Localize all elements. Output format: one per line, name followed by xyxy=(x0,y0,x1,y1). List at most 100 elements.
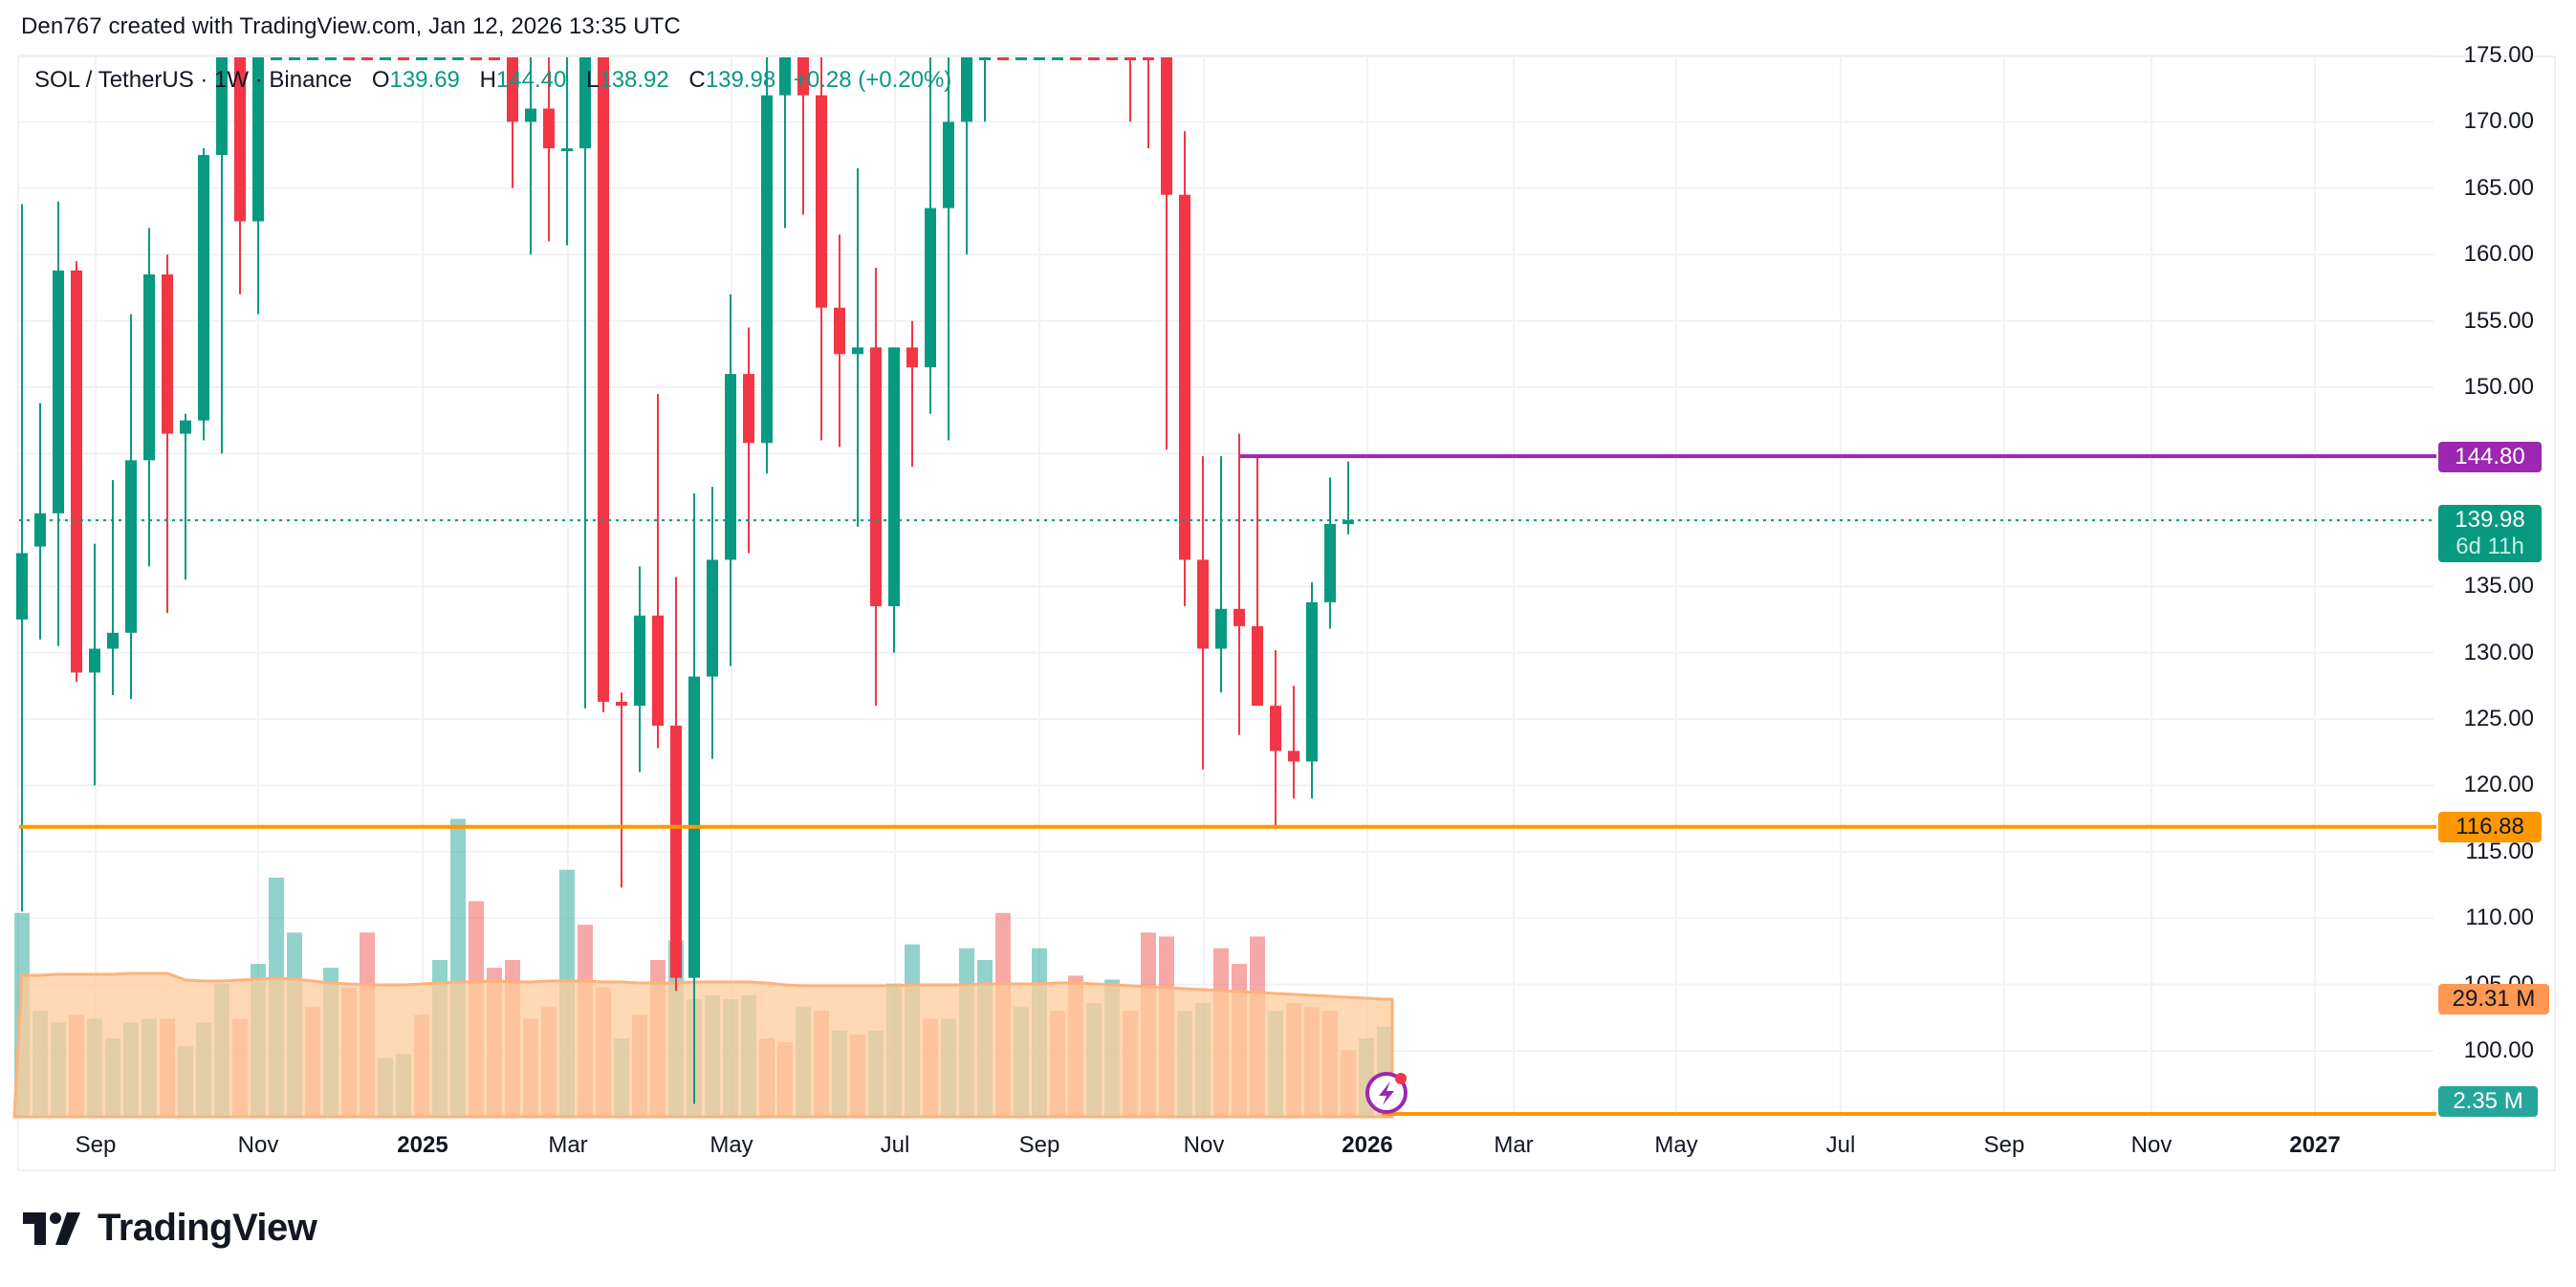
bar-countdown: 6d 11h xyxy=(2456,534,2524,559)
candle xyxy=(216,57,228,454)
candle xyxy=(543,57,555,242)
time-tick: Jul xyxy=(880,1132,910,1158)
time-tick: 2027 xyxy=(2289,1132,2341,1158)
candle xyxy=(180,413,191,580)
candle xyxy=(670,577,682,992)
price-tick: 155.00 xyxy=(2463,307,2534,334)
candle xyxy=(925,57,936,414)
candle xyxy=(71,261,82,683)
candle xyxy=(743,327,754,554)
price-tick: 100.00 xyxy=(2463,1037,2534,1063)
candle xyxy=(1161,57,1172,450)
candle xyxy=(1343,461,1354,534)
candle xyxy=(361,57,373,60)
candle xyxy=(1233,433,1245,735)
candle xyxy=(561,57,573,246)
candle xyxy=(234,57,246,294)
time-tick: Sep xyxy=(75,1132,117,1158)
candle xyxy=(398,57,409,60)
resistance-value: 144.80 xyxy=(2455,444,2525,469)
candle xyxy=(852,167,863,527)
candle xyxy=(307,57,318,60)
candle xyxy=(979,57,991,122)
candle xyxy=(1306,582,1318,799)
candle xyxy=(343,57,355,60)
time-tick: Mar xyxy=(548,1132,588,1158)
candle xyxy=(943,57,954,441)
change-value: +0.28 (+0.20%) xyxy=(793,67,952,93)
lightning-icon[interactable] xyxy=(1365,1072,1408,1114)
candle xyxy=(797,57,809,215)
candle xyxy=(289,57,300,60)
price-tick: 170.00 xyxy=(2463,108,2534,135)
candle xyxy=(1124,57,1136,122)
ohlc-legend: SOL / TetherUS · 1W · Binance O139.69 H1… xyxy=(34,67,951,94)
candle xyxy=(834,234,845,447)
candle xyxy=(598,57,609,713)
time-tick: Mar xyxy=(1494,1132,1534,1158)
candle xyxy=(125,314,137,700)
candle xyxy=(1088,57,1100,60)
candle xyxy=(1106,57,1118,60)
attribution-header: Den767 created with TradingView.com, Jan… xyxy=(21,13,681,39)
symbol-label[interactable]: SOL / TetherUS · 1W · Binance xyxy=(34,67,353,93)
candle xyxy=(89,543,100,786)
candle xyxy=(616,692,627,888)
candle xyxy=(1070,57,1081,60)
time-tick: May xyxy=(1654,1132,1698,1158)
candle xyxy=(707,487,718,759)
time-tick: Nov xyxy=(2130,1132,2172,1158)
candle xyxy=(725,294,736,666)
candle xyxy=(1034,57,1045,60)
candle xyxy=(1143,57,1154,149)
volume-ma-area xyxy=(12,971,1394,1119)
price-tick: 135.00 xyxy=(2463,573,2534,600)
candle xyxy=(143,228,155,567)
candlesticks xyxy=(16,57,1354,1104)
tradingview-logo-text: TradingView xyxy=(98,1207,317,1249)
candle xyxy=(489,57,500,60)
time-tick: Jul xyxy=(1825,1132,1856,1158)
candle xyxy=(634,566,645,773)
price-tick: 125.00 xyxy=(2463,706,2534,731)
candle xyxy=(1015,57,1027,60)
price-tick: 130.00 xyxy=(2463,639,2534,665)
time-tick: Sep xyxy=(1018,1132,1060,1158)
candle xyxy=(1052,57,1063,60)
candle xyxy=(816,57,827,441)
time-tick: May xyxy=(709,1132,753,1158)
candle xyxy=(252,57,264,315)
support-value: 116.88 xyxy=(2456,814,2524,840)
price-tick: 110.00 xyxy=(2465,905,2534,931)
grid-lines xyxy=(19,55,2434,1119)
price-tick: 160.00 xyxy=(2463,241,2534,268)
candle xyxy=(779,57,791,229)
tradingview-logo: TradingView xyxy=(23,1207,317,1250)
candle xyxy=(34,403,46,640)
time-tick: 2025 xyxy=(397,1132,448,1158)
candle xyxy=(1179,131,1190,607)
candle xyxy=(1324,477,1336,629)
low-label: L xyxy=(585,67,600,93)
price-tick: 120.00 xyxy=(2463,772,2534,798)
price-tick: 175.00 xyxy=(2463,42,2534,68)
last-price-value: 139.98 xyxy=(2455,507,2525,533)
high-label: H xyxy=(479,67,496,93)
candle xyxy=(380,57,391,60)
time-tick: Nov xyxy=(237,1132,279,1158)
low-value: 138.92 xyxy=(599,67,669,93)
volume-tag: 2.35 M xyxy=(2438,1086,2538,1117)
price-tick: 165.00 xyxy=(2463,174,2534,201)
candle xyxy=(53,201,64,646)
candle xyxy=(452,57,464,60)
candle xyxy=(416,57,427,60)
candle xyxy=(271,57,282,60)
high-value: 144.40 xyxy=(495,67,567,93)
resistance-price-tag: 144.80 xyxy=(2438,442,2542,472)
candle xyxy=(162,254,173,613)
candle xyxy=(579,57,591,709)
candle xyxy=(1270,649,1281,827)
support-price-tag: 116.88 xyxy=(2438,812,2542,842)
price-tick: 115.00 xyxy=(2465,838,2534,864)
